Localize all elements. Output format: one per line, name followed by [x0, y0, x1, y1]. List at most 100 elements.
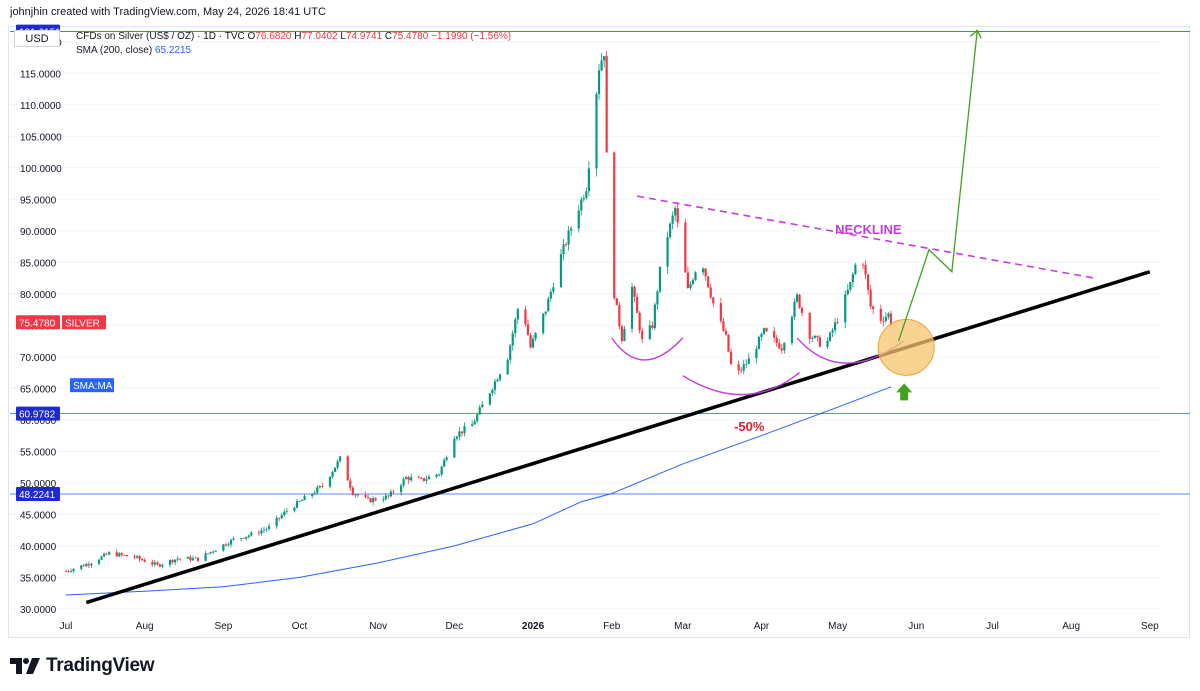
candle-body[interactable] [313, 492, 316, 494]
candle-body[interactable] [125, 555, 129, 557]
candle-body[interactable] [864, 264, 867, 275]
candle-body[interactable] [653, 304, 656, 329]
candle-body[interactable] [778, 343, 781, 349]
candle-body[interactable] [597, 70, 601, 95]
candle-body[interactable] [488, 393, 491, 405]
candle-body[interactable] [757, 337, 761, 350]
candle-body[interactable] [816, 335, 819, 338]
candle-body[interactable] [138, 556, 141, 560]
candle-body[interactable] [285, 510, 288, 512]
candle-body[interactable] [478, 407, 481, 415]
candle-body[interactable] [795, 294, 799, 302]
projection-path[interactable] [897, 30, 978, 342]
candle-body[interactable] [605, 56, 608, 153]
candle-body[interactable] [818, 337, 821, 347]
candle-body[interactable] [209, 551, 212, 554]
candle-body[interactable] [366, 497, 370, 499]
candle-body[interactable] [889, 313, 893, 326]
candle-body[interactable] [674, 208, 677, 216]
candle-body[interactable] [570, 228, 573, 231]
candle-body[interactable] [534, 332, 537, 339]
candle-body[interactable] [846, 289, 849, 295]
candle-body[interactable] [638, 312, 641, 331]
candle-body[interactable] [407, 477, 410, 481]
candle-body[interactable] [278, 517, 281, 519]
candle-body[interactable] [471, 424, 474, 427]
candle-body[interactable] [387, 495, 390, 497]
candle-body[interactable] [618, 305, 621, 327]
candle-body[interactable] [879, 308, 882, 321]
candle-body[interactable] [623, 328, 626, 342]
candle-body[interactable] [531, 338, 535, 348]
candle-body[interactable] [582, 197, 585, 200]
candle-body[interactable] [153, 562, 156, 565]
candle-body[interactable] [564, 244, 568, 246]
candle-body[interactable] [102, 553, 106, 557]
candle-body[interactable] [603, 56, 606, 61]
candle-body[interactable] [176, 558, 179, 560]
candle-body[interactable] [496, 379, 499, 382]
candle-body[interactable] [516, 309, 519, 320]
candle-body[interactable] [410, 477, 413, 481]
candle-body[interactable] [156, 562, 159, 565]
candle-body[interactable] [303, 496, 306, 501]
candle-body[interactable] [455, 436, 458, 439]
candle-body[interactable] [808, 312, 811, 339]
candle-body[interactable] [793, 301, 796, 318]
candle-body[interactable] [514, 319, 517, 334]
candle-body[interactable] [562, 244, 565, 255]
candle-body[interactable] [481, 404, 484, 408]
candle-body[interactable] [168, 560, 172, 565]
candle-body[interactable] [321, 485, 324, 487]
candle-body[interactable] [445, 457, 448, 460]
candle-body[interactable] [707, 276, 710, 288]
candle-body[interactable] [143, 560, 146, 562]
candle-body[interactable] [300, 500, 304, 502]
candle-body[interactable] [245, 536, 248, 539]
candle-body[interactable] [783, 343, 786, 351]
candle-body[interactable] [524, 309, 527, 325]
candle-body[interactable] [684, 222, 687, 273]
candle-body[interactable] [506, 359, 509, 375]
candle-body[interactable] [422, 478, 425, 481]
candle-body[interactable] [651, 325, 654, 329]
candle-body[interactable] [737, 364, 740, 371]
candle-body[interactable] [224, 544, 228, 546]
candle-body[interactable] [580, 199, 583, 211]
candle-body[interactable] [247, 535, 250, 537]
candle-body[interactable] [747, 358, 750, 364]
candle-body[interactable] [811, 338, 814, 339]
candle-body[interactable] [620, 326, 623, 342]
candle-body[interactable] [402, 479, 405, 486]
candle-body[interactable] [356, 494, 360, 496]
candle-body[interactable] [775, 337, 778, 344]
candle-body[interactable] [207, 553, 210, 555]
candle-body[interactable] [861, 264, 865, 266]
candle-body[interactable] [369, 498, 372, 503]
candle-body[interactable] [242, 538, 245, 539]
candle-body[interactable] [491, 389, 494, 394]
candle-body[interactable] [755, 349, 758, 359]
candle-body[interactable] [577, 210, 580, 229]
candle-body[interactable] [262, 529, 266, 531]
candle-body[interactable] [636, 296, 639, 313]
candle-body[interactable] [349, 480, 352, 488]
candle-body[interactable] [595, 94, 598, 169]
candle-body[interactable] [316, 487, 319, 493]
candle-body[interactable] [529, 335, 532, 348]
candle-body[interactable] [328, 476, 332, 487]
candle-body[interactable] [849, 281, 852, 290]
candle-body[interactable] [615, 298, 618, 306]
candle-body[interactable] [67, 571, 70, 572]
candle-body[interactable] [372, 498, 375, 503]
candle-body[interactable] [742, 364, 745, 371]
candle-body[interactable] [267, 526, 271, 529]
candle-body[interactable] [511, 333, 514, 346]
candle-body[interactable] [141, 559, 144, 561]
candle-body[interactable] [773, 331, 776, 338]
candle-body[interactable] [552, 287, 555, 292]
candle-body[interactable] [740, 370, 743, 372]
candle-body[interactable] [331, 471, 334, 477]
candle-body[interactable] [179, 558, 182, 560]
candle-body[interactable] [813, 335, 816, 339]
